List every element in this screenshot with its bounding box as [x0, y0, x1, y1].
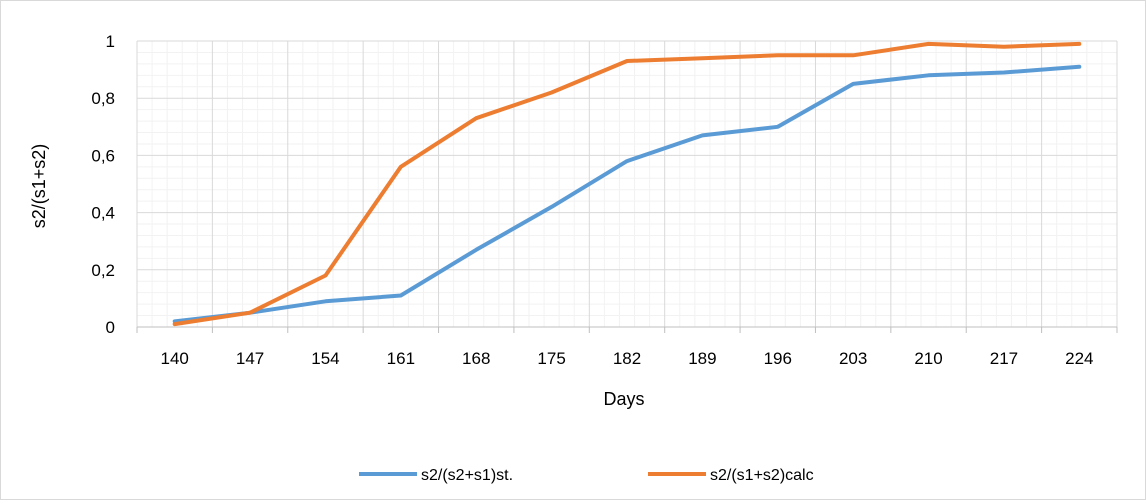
x-tick-label: 161 [387, 349, 415, 368]
x-tick-label: 168 [462, 349, 490, 368]
axes [136, 326, 1118, 333]
y-tick-label: 0,2 [91, 261, 115, 280]
x-tick-label: 189 [688, 349, 716, 368]
series-line-2 [172, 41, 1082, 327]
x-tick-label: 210 [914, 349, 942, 368]
x-tick-label: 140 [161, 349, 189, 368]
legend-label: s2/(s1+s2)calc [710, 467, 814, 484]
y-tick-label: 0,6 [91, 146, 115, 165]
gridlines [136, 40, 1118, 327]
tick-labels: 0 0,2 0,4 0,6 0,8 1 140 147 154 161 168 175 182 189 19… [91, 32, 1093, 368]
x-tick-label: 224 [1065, 349, 1093, 368]
y-tick-label: 0,4 [91, 204, 115, 223]
x-tick-label: 196 [764, 349, 792, 368]
x-axis-title: Days [603, 389, 644, 409]
x-tick-label: 203 [839, 349, 867, 368]
legend-label: s2/(s2+s1)st. [421, 467, 513, 484]
y-axis-title: s2/(s1+s2) [29, 144, 49, 229]
y-tick-label: 0 [106, 318, 115, 337]
y-tick-label: 1 [106, 32, 115, 51]
series-lines [172, 41, 1082, 327]
x-tick-label: 154 [311, 349, 339, 368]
y-tick-label: 0,8 [91, 89, 115, 108]
series-line-1 [172, 64, 1082, 324]
x-tick-label: 217 [990, 349, 1018, 368]
x-tick-label: 147 [236, 349, 264, 368]
x-tick-label: 182 [613, 349, 641, 368]
legend: s2/(s2+s1)st. s2/(s1+s2)calc [359, 467, 814, 484]
x-tick-label: 175 [537, 349, 565, 368]
